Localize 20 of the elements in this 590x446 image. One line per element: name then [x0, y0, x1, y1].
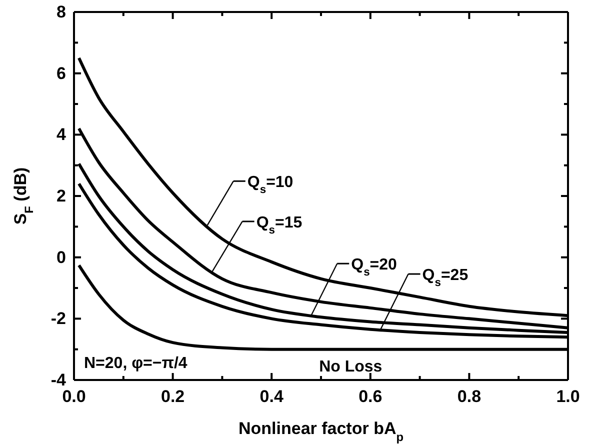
x-tick-label: 0.4 — [260, 387, 284, 406]
y-tick-label: -2 — [50, 309, 66, 328]
y-tick-label: 0 — [56, 248, 66, 267]
legend-label: Q$_{s}$=10 — [247, 174, 294, 196]
y-tick-label: 2 — [56, 186, 66, 206]
x-tick-label: 0.0 — [62, 387, 86, 406]
x-tick-label: 0.8 — [457, 387, 482, 406]
y-tick-label: -4 — [50, 370, 67, 390]
x-tick-label: 0.6 — [358, 387, 382, 406]
annotation: N=20, φ=−π/4 — [84, 355, 188, 372]
y-tick-label: 6 — [56, 64, 66, 83]
x-axis-title: Nonlinear factor bA$_{p}$ — [238, 419, 404, 444]
series-label: No Loss — [319, 358, 382, 376]
y-tick-label: 4 — [56, 125, 67, 144]
x-tick-label: 0.2 — [160, 387, 185, 406]
legend-label: Q$_{s}$=25 — [422, 267, 468, 290]
legend-label: Q$_{s}$=20 — [351, 256, 398, 279]
y-tick-label: 8 — [56, 2, 66, 22]
legend-label: Q$_{s}$=15 — [256, 214, 302, 236]
x-tick-label: 1.0 — [556, 387, 580, 406]
